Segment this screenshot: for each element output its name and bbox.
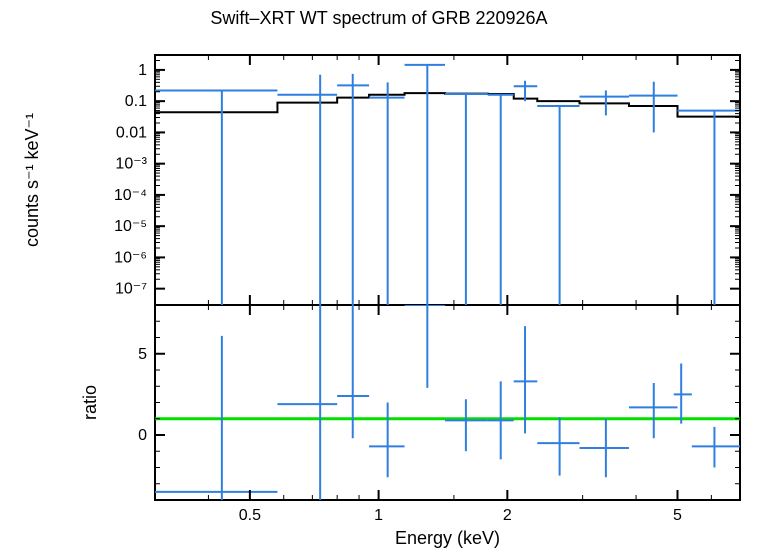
spectrum-chart: 0.5 1 2 5 10⁻⁷ 10⁻⁶ 10⁻⁵ 10⁻⁴ 10⁻³ 0.01 0.1 1 0 5 coun… [0, 0, 758, 556]
svg-text:10⁻⁷: 10⁻⁷ [115, 281, 147, 298]
svg-text:1: 1 [374, 507, 383, 524]
svg-text:2: 2 [503, 507, 512, 524]
chart-title: Swift–XRT WT spectrum of GRB 220926A [0, 8, 758, 29]
svg-text:counts s⁻¹ keV⁻¹: counts s⁻¹ keV⁻¹ [22, 113, 42, 247]
svg-text:ratio: ratio [80, 385, 100, 420]
svg-text:0.01: 0.01 [116, 124, 147, 141]
svg-text:0: 0 [138, 427, 147, 444]
svg-text:0.5: 0.5 [239, 507, 261, 524]
chart-title-text: Swift–XRT WT spectrum of GRB 220926A [210, 8, 547, 28]
svg-text:5: 5 [138, 346, 147, 363]
svg-text:10⁻³: 10⁻³ [115, 156, 147, 173]
svg-text:10⁻⁶: 10⁻⁶ [114, 249, 147, 266]
svg-text:1: 1 [138, 62, 147, 79]
svg-text:10⁻⁵: 10⁻⁵ [114, 218, 147, 235]
svg-text:10⁻⁴: 10⁻⁴ [114, 187, 147, 204]
svg-text:0.1: 0.1 [125, 93, 147, 110]
svg-text:5: 5 [673, 507, 682, 524]
svg-text:Energy (keV): Energy (keV) [395, 528, 500, 548]
